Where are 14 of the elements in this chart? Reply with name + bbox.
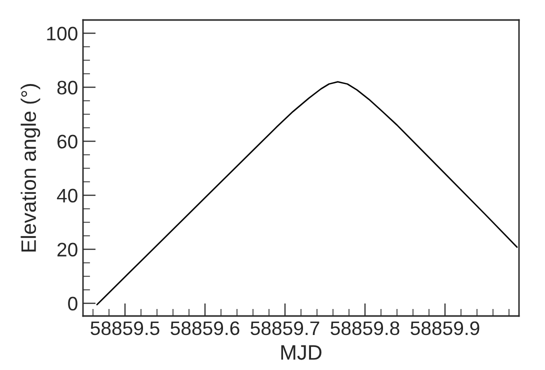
x-tick-label: 58859.5 (90, 321, 160, 336)
x-tick-label: 58859.9 (410, 321, 480, 336)
y-tick-label: 0 (68, 296, 78, 311)
x-tick-label: 58859.8 (330, 321, 400, 336)
y-tick-label: 80 (57, 80, 78, 94)
x-axis-title: MJD (281, 345, 322, 360)
x-tick-label: 58859.6 (170, 321, 240, 336)
line-series (96, 81, 518, 306)
y-tick-label: 20 (57, 242, 78, 257)
y-tick-label: 60 (58, 134, 78, 148)
y-tick-label: 40 (56, 188, 78, 203)
x-tick-label: 58859.7 (250, 321, 320, 336)
y-axis-title: Elevation angle (°) (20, 84, 40, 252)
y-tick-label: 100 (47, 26, 78, 40)
